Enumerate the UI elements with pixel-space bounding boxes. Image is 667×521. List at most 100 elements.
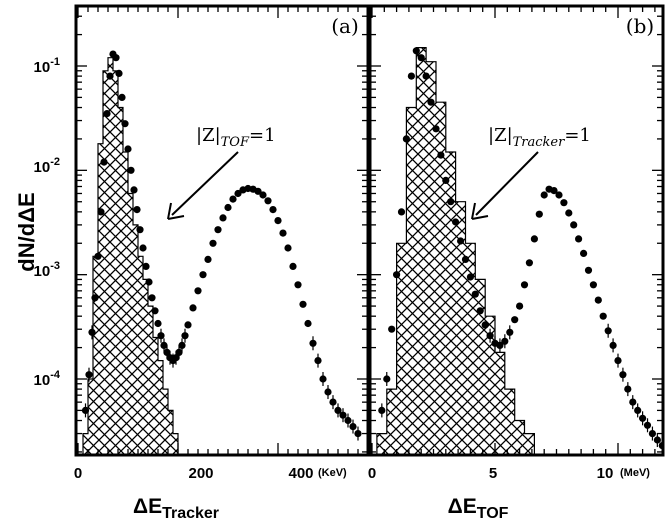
data-point [259,191,267,199]
data-point [397,208,406,216]
panel-b-histogram [376,47,535,455]
panel-b-x-tick-label: 10 [597,465,614,482]
panel-a-x-unit: (KeV) [318,467,347,479]
panel-a-frame [74,4,370,457]
data-point [136,226,144,234]
panel-a-x-tick-label: 400 [288,465,313,482]
y-tick-label: 10-1 [34,56,60,76]
data-point [284,244,292,252]
y-tick-label: 10-3 [34,260,60,280]
y-tick-label: 10-2 [34,156,60,176]
data-point [229,195,237,203]
data-point [234,189,242,198]
data-point [530,235,539,243]
data-point [639,414,647,422]
data-point [354,430,362,438]
data-point [634,406,642,414]
data-point [516,302,524,310]
data-point [124,145,132,153]
data-point [476,307,484,315]
data-point [525,259,534,267]
data-point [344,416,352,425]
data-point [214,226,222,234]
y-tick-label: 10-4 [34,369,61,389]
panel-b-x-axis-label: ΔETOF [448,495,509,521]
data-point [447,198,455,206]
panel-a-arrow [171,151,239,216]
data-point [172,354,180,362]
data-point [457,237,465,245]
panel-b-tag: (b) [626,14,654,38]
data-point [584,266,593,274]
data-point [106,72,114,80]
data-point [653,436,662,444]
data-point [520,281,529,289]
data-point [181,332,189,340]
data-point [294,281,302,289]
data-point [314,357,322,365]
data-point [412,47,420,55]
data-point [506,328,514,336]
panel-a-arrowhead [167,202,185,220]
data-point [88,328,96,336]
data-point [349,423,357,431]
panel-a-histogram [82,57,179,455]
data-point [334,406,342,414]
data-point [319,375,327,383]
data-point [388,325,396,333]
data-point [133,206,141,214]
data-point [570,221,578,229]
data-point [614,357,622,365]
data-point [274,217,282,225]
data-point [452,218,460,226]
panel-a-x-tick-label: 0 [74,465,82,482]
data-point [157,332,165,340]
panel-b: (b) |Z|Tracker=1 0 5 10 (MeV) ΔETOF [368,4,665,521]
panel-a-annotation-text: |Z|TOF=1 [196,125,276,150]
data-point [407,72,415,80]
data-point [97,208,105,216]
panel-a-x-tick-label: 200 [188,465,213,482]
data-point [550,187,558,195]
data-point [154,319,162,328]
data-point [580,249,588,257]
data-point [189,304,197,312]
data-point [643,421,652,429]
data-point [254,187,262,195]
data-point [383,375,391,383]
panel-b-annotation: |Z|Tracker=1 [471,125,591,220]
y-tick-labels: 10-1 10-2 10-3 10-4 [34,56,61,389]
data-point [85,371,93,379]
data-point [417,54,425,62]
data-point [535,210,543,218]
data-point [560,199,568,207]
data-point [496,341,504,349]
data-point [378,406,386,414]
data-point [599,312,607,320]
data-point [224,203,232,212]
data-point [432,125,440,133]
data-point [565,209,573,217]
y-axis-label: dN/dΔE [14,192,39,271]
data-point [299,300,307,308]
data-point [94,252,102,260]
panel-a-tag: (a) [331,14,359,38]
panel-a: (a) |Z|TOF=1 0 200 400 (KeV) ΔETracker [74,4,370,521]
data-point [609,341,617,349]
panel-b-annotation-text: |Z|Tracker=1 [488,125,591,150]
data-point [339,411,347,419]
data-point [575,235,583,243]
panel-b-x-unit: (MeV) [620,467,650,479]
panel-b-x-tick-label: 5 [489,465,497,482]
data-point [289,262,297,270]
data-point [81,406,90,414]
data-point [184,321,192,329]
data-point [219,214,227,222]
data-point [481,321,489,329]
data-point [555,191,563,199]
data-point [269,206,277,214]
data-point [471,290,479,298]
panel-b-x-tick-label: 0 [368,465,376,482]
data-point [199,271,207,279]
